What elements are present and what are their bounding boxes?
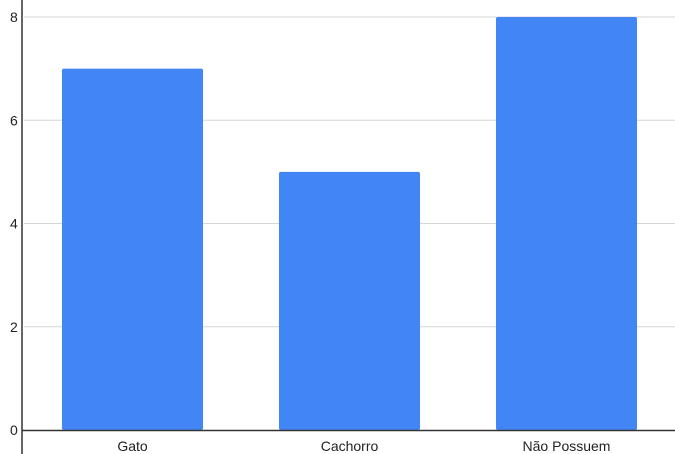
labels: 0 2 4 6 8 Gato Cachorro Não Possuem (10, 9, 610, 454)
y-tick-label: 8 (10, 9, 18, 25)
x-category-label: Não Possuem (523, 438, 611, 454)
bar-cachorro (278, 171, 421, 430)
y-tick-label: 0 (10, 422, 18, 438)
bar-n-o-possuem (495, 17, 638, 430)
y-tick-label: 6 (10, 112, 18, 128)
y-tick-label: 4 (10, 216, 18, 232)
x-category-label: Cachorro (321, 438, 379, 454)
axes (21, 0, 675, 454)
x-category-label: Gato (117, 438, 148, 454)
bar-gato (61, 68, 204, 430)
bars (61, 17, 638, 430)
y-tick-label: 2 (10, 319, 18, 335)
